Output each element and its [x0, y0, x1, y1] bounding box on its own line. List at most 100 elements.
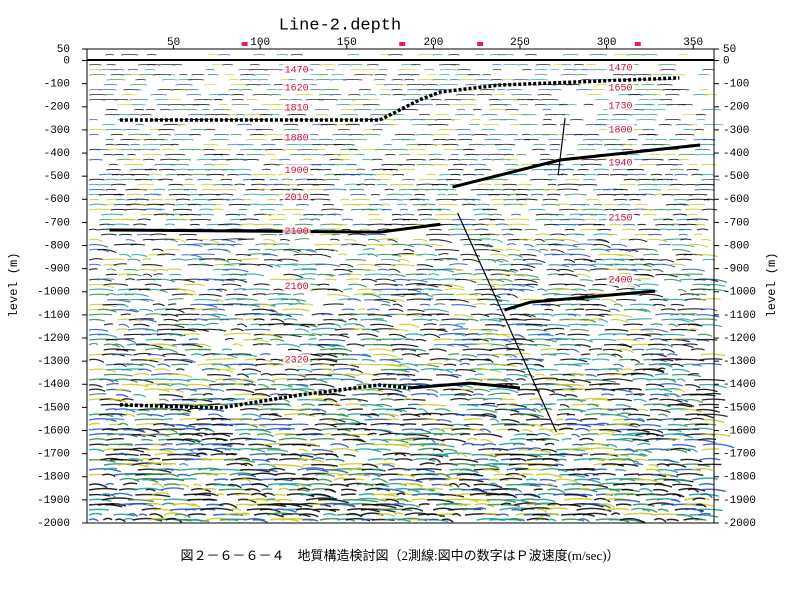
texture-stroke [570, 328, 589, 332]
texture-stroke [418, 88, 438, 91]
texture-stroke [337, 428, 357, 431]
texture-stroke [651, 358, 682, 361]
texture-stroke [687, 488, 700, 493]
texture-stroke [509, 458, 527, 462]
texture-stroke [490, 338, 512, 343]
texture-stroke [455, 293, 478, 296]
texture-stroke [244, 488, 261, 493]
texture-stroke [506, 89, 523, 91]
texture-stroke [650, 94, 661, 96]
texture-stroke [507, 238, 528, 241]
texture-stroke [567, 248, 585, 251]
texture-stroke [220, 178, 233, 181]
texture-stroke [337, 253, 348, 256]
texture-stroke [564, 283, 586, 287]
texture-stroke [564, 193, 588, 196]
texture-stroke [88, 258, 103, 261]
texture-stroke [88, 208, 112, 211]
texture-stroke [661, 259, 675, 263]
texture-stroke [270, 408, 303, 412]
texture-stroke [489, 388, 519, 394]
texture-stroke [207, 74, 219, 76]
texture-stroke [107, 223, 130, 226]
texture-stroke [439, 84, 459, 86]
texture-stroke [474, 168, 491, 171]
texture-stroke [678, 103, 693, 106]
texture-stroke [422, 413, 432, 416]
texture-stroke [567, 333, 590, 336]
texture-stroke [262, 253, 278, 257]
texture-stroke [610, 319, 628, 323]
texture-stroke [689, 193, 708, 196]
texture-stroke [343, 239, 358, 242]
texture-stroke [696, 503, 707, 508]
y-tick-label: -200 [44, 102, 70, 114]
texture-stroke [439, 493, 465, 498]
texture-stroke [137, 363, 156, 368]
texture-stroke [318, 393, 346, 397]
texture-stroke [342, 143, 354, 146]
texture-stroke [196, 452, 207, 456]
texture-stroke [264, 248, 276, 252]
texture-stroke [88, 393, 107, 396]
texture-stroke [427, 498, 454, 504]
texture-stroke [433, 303, 446, 306]
texture-stroke [577, 518, 590, 523]
texture-stroke [140, 213, 164, 216]
texture-stroke [347, 413, 373, 419]
texture-stroke [678, 54, 688, 56]
texture-stroke [367, 458, 384, 461]
texture-stroke [401, 193, 413, 196]
velocity-label: 1940 [608, 159, 632, 170]
texture-stroke [376, 183, 388, 186]
texture-stroke [589, 318, 603, 321]
texture-stroke [542, 134, 557, 136]
texture-stroke [353, 108, 373, 111]
texture-stroke [167, 303, 177, 306]
texture-stroke [472, 498, 491, 503]
texture-stroke [697, 463, 722, 466]
texture-stroke [441, 518, 454, 523]
texture-stroke [268, 264, 281, 268]
texture-stroke [480, 402, 496, 406]
texture-stroke [407, 279, 428, 283]
texture-stroke [421, 423, 454, 427]
texture-stroke [324, 488, 337, 493]
texture-stroke [693, 233, 703, 236]
texture-stroke [312, 449, 334, 453]
texture-stroke [185, 238, 203, 242]
texture-stroke [189, 223, 200, 226]
texture-stroke [438, 443, 449, 447]
texture-stroke [333, 353, 345, 357]
texture-stroke [88, 428, 114, 431]
texture-stroke [535, 432, 550, 437]
texture-stroke [271, 383, 293, 388]
texture-stroke [504, 498, 530, 503]
texture-stroke [144, 313, 168, 317]
texture-stroke [429, 239, 452, 243]
texture-stroke [178, 433, 203, 437]
texture-stroke [585, 314, 605, 318]
texture-stroke [248, 428, 272, 434]
texture-stroke [473, 433, 503, 438]
texture-stroke [672, 432, 686, 436]
texture-stroke [664, 118, 681, 121]
texture-stroke [609, 223, 623, 226]
texture-stroke [607, 398, 632, 402]
texture-stroke [122, 74, 132, 76]
texture-stroke [660, 69, 676, 71]
texture-stroke [701, 178, 720, 181]
texture-stroke [265, 427, 295, 431]
texture-stroke [445, 368, 458, 372]
texture-stroke [287, 118, 300, 121]
texture-stroke [636, 173, 647, 176]
texture-stroke [354, 497, 387, 502]
texture-stroke [474, 203, 491, 206]
texture-stroke [590, 453, 619, 457]
texture-stroke [692, 477, 718, 481]
texture-stroke [641, 428, 664, 434]
texture-stroke [459, 433, 471, 436]
texture-stroke [214, 279, 236, 282]
texture-stroke [88, 178, 105, 181]
texture-stroke [237, 323, 248, 328]
